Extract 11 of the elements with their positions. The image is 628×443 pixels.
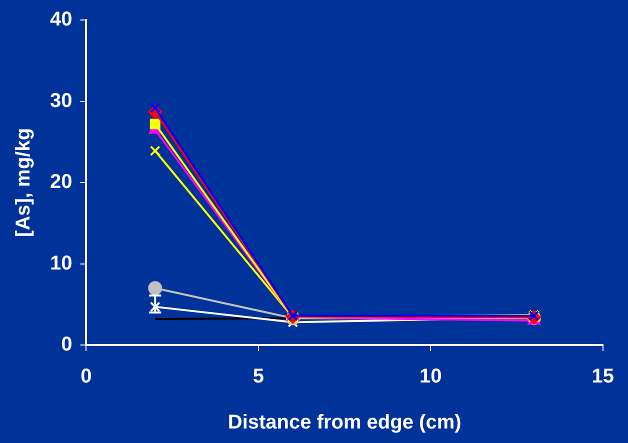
- y-tick-label: 0: [61, 334, 72, 356]
- x-axis-title: Distance from edge (cm): [228, 412, 462, 434]
- x-tick-label: 15: [592, 366, 614, 388]
- y-axis-title: [As], mg/kg: [12, 128, 35, 237]
- y-tick-label: 20: [50, 171, 72, 194]
- x-tick-label: 10: [420, 366, 442, 388]
- x-tick-label: 0: [80, 366, 92, 388]
- y-tick-label: 30: [50, 90, 72, 112]
- x-tick-label: 5: [252, 366, 264, 388]
- y-tick-label: 10: [50, 252, 72, 274]
- y-tick-label: 40: [50, 8, 72, 31]
